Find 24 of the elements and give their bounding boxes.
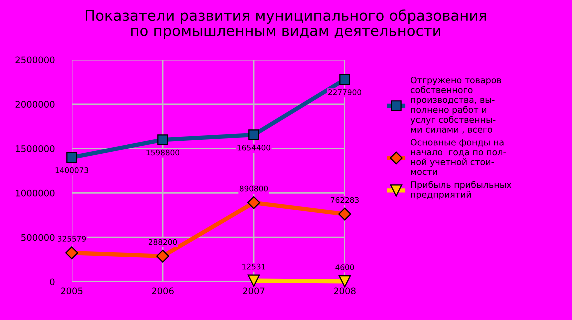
point — [248, 274, 260, 287]
point — [66, 246, 78, 260]
point — [338, 208, 352, 221]
point — [66, 152, 78, 164]
y-tick-label: 2000000 — [16, 101, 55, 108]
point — [248, 196, 260, 210]
y-tick-label: 0 — [50, 278, 55, 286]
x-tick-label: 2005 — [61, 288, 83, 295]
legend-label: Основные фонды на начало года по пол- ной учетной стои- мости — [410, 139, 506, 176]
y-tick-label: 1500000 — [16, 146, 55, 152]
point — [338, 275, 352, 288]
point — [340, 74, 350, 86]
y-tick-label: 2500000 — [16, 56, 55, 64]
point — [156, 250, 170, 263]
legend-label: Отгружено товаров собственного производства, вы- полнено работ и услуг собственны- ми силами , всего — [410, 76, 502, 134]
legend-label: Прибыль прибыльных предприятий — [411, 181, 512, 200]
y-tick-label: 1000000 — [16, 190, 55, 197]
x-tick-label: 2006 — [152, 288, 174, 295]
x-tick-label: 2008 — [334, 288, 356, 295]
y-tick-label: 500000 — [22, 234, 55, 242]
chart-title: Показатели развития муниципального образования по промышленным видам деятельности — [86, 10, 486, 40]
point — [158, 134, 168, 146]
x-tick-label: 2007 — [243, 288, 265, 295]
point — [248, 130, 260, 141]
